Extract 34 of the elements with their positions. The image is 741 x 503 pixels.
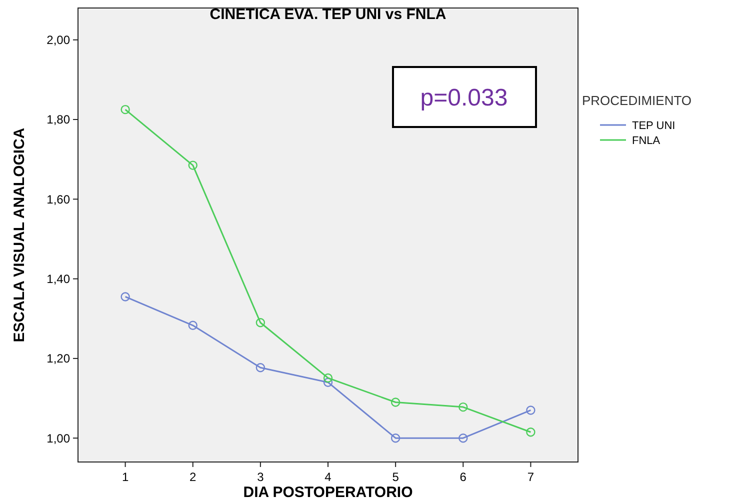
point	[256, 363, 266, 372]
point	[323, 378, 333, 387]
y-tick-label: 1,80	[46, 112, 70, 127]
x-tick-label: 1	[122, 470, 129, 484]
annotation: p=0.033	[420, 84, 508, 112]
point	[188, 160, 198, 170]
y-tick-label: 1,60	[46, 192, 70, 206]
x-tick-label: 2	[190, 470, 197, 484]
point	[458, 402, 468, 412]
x-axis-title: DIA POSTOPERATORIO	[243, 484, 414, 501]
point	[120, 104, 130, 114]
x-tick-label: 4	[324, 470, 332, 484]
x-tick-label: 6	[460, 470, 467, 484]
point	[458, 434, 468, 443]
point	[390, 398, 400, 407]
y-tick-label: 1,00	[46, 431, 70, 446]
point	[390, 434, 400, 443]
x-tick-label: 3	[257, 470, 264, 484]
legend-title: PROCEDIMIENTO	[582, 93, 692, 108]
point	[188, 320, 198, 330]
y-tick-label: 1,40	[46, 272, 70, 286]
point	[526, 406, 536, 415]
chart-title: CINETICA EVA. TEP UNI vs FNLA	[210, 6, 446, 23]
y-tick-label: 1,20	[46, 352, 70, 366]
y-tick-label: 2,00	[46, 33, 70, 48]
y-axis-title: ESCALA VISUAL ANALOGICA	[11, 128, 28, 342]
point	[526, 428, 536, 437]
legend-label: TEP UNI	[632, 120, 676, 132]
point	[256, 318, 266, 328]
point	[323, 373, 333, 383]
x-tick-label: 5	[392, 470, 400, 484]
x-tick-label: 7	[527, 470, 534, 484]
point	[120, 292, 130, 302]
legend-label: FNLA	[632, 134, 661, 147]
